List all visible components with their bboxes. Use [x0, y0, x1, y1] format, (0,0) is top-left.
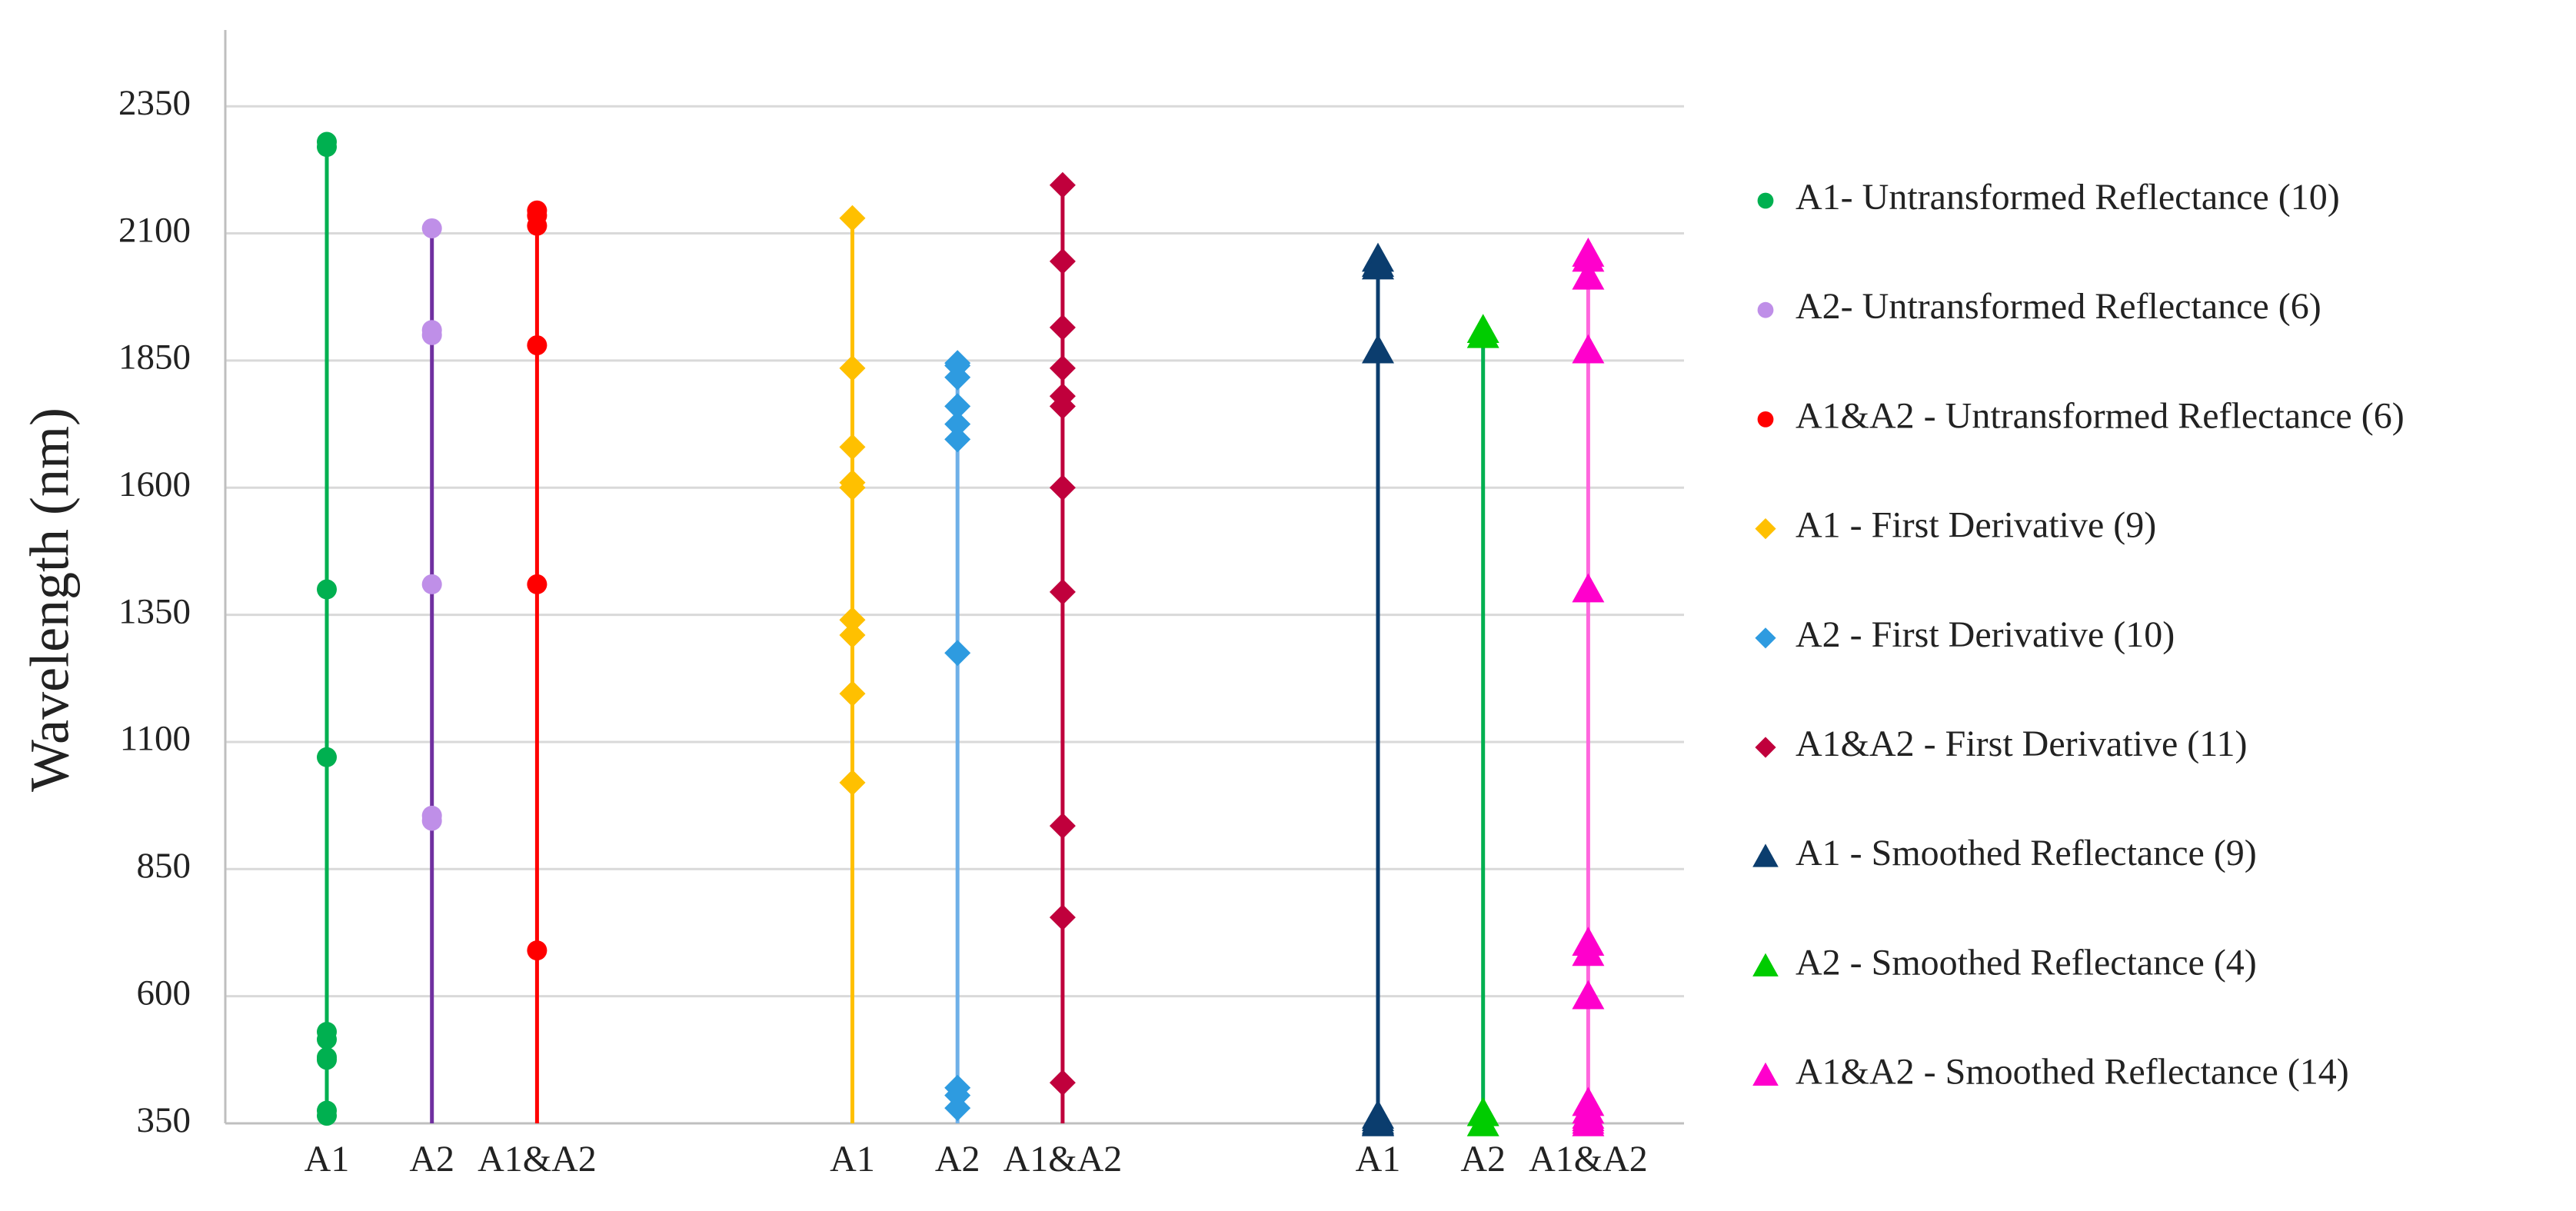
- legend-label: A2 - First Derivative (10): [1796, 614, 2175, 655]
- point: [1049, 813, 1076, 840]
- point: [1049, 248, 1076, 274]
- y-tick-label: 850: [137, 846, 191, 886]
- legend-marker: [1755, 737, 1776, 758]
- y-tick-label: 1850: [118, 338, 191, 378]
- point: [944, 1095, 971, 1122]
- point: [1362, 250, 1394, 280]
- point: [317, 131, 337, 152]
- legend-marker: [1757, 411, 1774, 428]
- point: [839, 354, 866, 381]
- y-tick-label: 2100: [118, 210, 191, 250]
- legend-label: A1- Untransformed Reflectance (10): [1796, 177, 2340, 218]
- y-tick-label: 1350: [118, 591, 191, 631]
- point: [1049, 1070, 1076, 1096]
- point: [944, 411, 971, 437]
- point: [839, 607, 866, 634]
- point: [1049, 474, 1076, 501]
- x-tick-label: A1: [1356, 1139, 1401, 1179]
- point: [317, 1050, 337, 1070]
- legend-label: A1 - First Derivative (9): [1796, 505, 2156, 546]
- point: [1049, 171, 1076, 198]
- point: [421, 218, 442, 238]
- legend-marker: [1752, 843, 1779, 867]
- point: [1049, 578, 1076, 605]
- point: [1466, 318, 1499, 348]
- point: [1049, 904, 1076, 931]
- x-tick-label: A1: [830, 1139, 875, 1179]
- y-tick-label: 350: [137, 1100, 191, 1140]
- point: [317, 1106, 337, 1126]
- point: [317, 1029, 337, 1050]
- legend-label: A1&A2 - Untransformed Reflectance (6): [1796, 395, 2405, 436]
- x-tick-label: A1&A2: [478, 1139, 597, 1179]
- legend-marker: [1755, 518, 1776, 540]
- y-tick-label: 1100: [120, 719, 191, 759]
- legend-marker: [1757, 192, 1774, 209]
- point: [1572, 260, 1605, 290]
- y-axis-label: Wavelength (nm): [19, 408, 81, 792]
- point: [421, 574, 442, 594]
- point: [1049, 393, 1076, 420]
- point: [944, 364, 971, 391]
- point: [839, 622, 866, 649]
- legend-marker: [1755, 627, 1776, 649]
- point: [1572, 573, 1605, 603]
- legend-marker: [1757, 301, 1774, 318]
- x-tick-label: A1&A2: [1529, 1139, 1648, 1179]
- point: [1362, 334, 1394, 364]
- point: [421, 324, 442, 345]
- x-tick-label: A2: [409, 1139, 454, 1179]
- point: [527, 940, 547, 961]
- x-tick-label: A2: [935, 1139, 980, 1179]
- point: [1049, 354, 1076, 381]
- legend-label: A2 - Smoothed Reflectance (4): [1796, 942, 2257, 983]
- x-tick-label: A1: [305, 1139, 350, 1179]
- point: [1049, 314, 1076, 341]
- x-tick-label: A2: [1460, 1139, 1506, 1179]
- point: [839, 474, 866, 501]
- point: [944, 393, 971, 420]
- point: [1466, 1107, 1499, 1136]
- point: [1572, 242, 1605, 272]
- legend-label: A1&A2 - Smoothed Reflectance (14): [1796, 1052, 2349, 1093]
- point: [527, 335, 547, 356]
- point: [527, 215, 547, 236]
- point: [1572, 334, 1605, 364]
- point: [1572, 1107, 1605, 1136]
- point: [944, 640, 971, 667]
- legend-label: A1&A2 - First Derivative (11): [1796, 724, 2247, 764]
- legend-marker: [1752, 1062, 1779, 1086]
- point: [839, 769, 866, 796]
- point: [317, 579, 337, 600]
- point: [527, 574, 547, 594]
- point: [1362, 1107, 1394, 1136]
- point: [839, 680, 866, 707]
- point: [839, 434, 866, 461]
- point: [1572, 980, 1605, 1010]
- legend-label: A1 - Smoothed Reflectance (9): [1796, 833, 2257, 873]
- y-tick-label: 2350: [118, 83, 191, 123]
- point: [944, 426, 971, 453]
- y-tick-label: 1600: [118, 464, 191, 504]
- x-tick-label: A1&A2: [1003, 1139, 1123, 1179]
- y-tick-label: 600: [137, 973, 191, 1013]
- point: [421, 810, 442, 831]
- point: [839, 205, 866, 231]
- legend-label: A2- Untransformed Reflectance (6): [1796, 286, 2321, 327]
- point: [317, 747, 337, 767]
- legend-marker: [1752, 953, 1779, 976]
- point: [1572, 937, 1605, 966]
